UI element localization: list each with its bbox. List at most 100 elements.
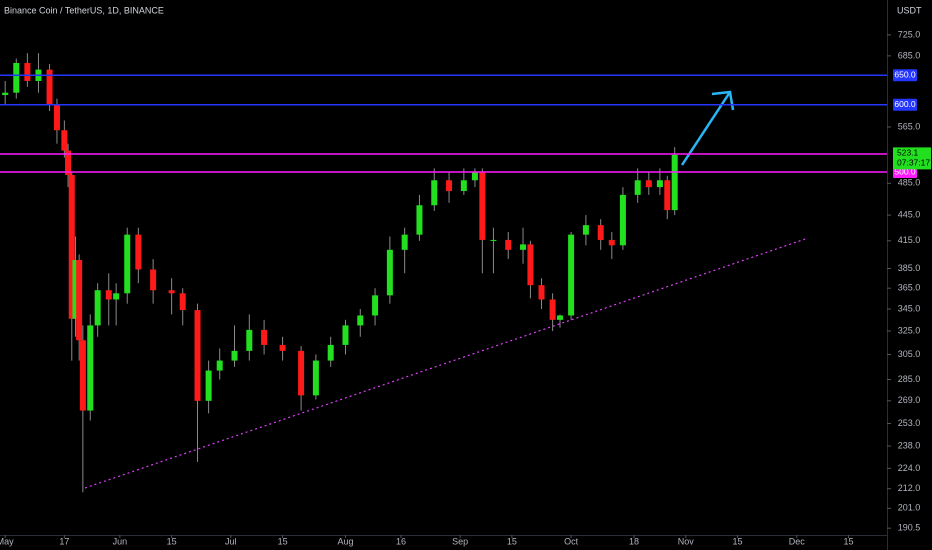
x-tick-label: Dec	[789, 536, 806, 546]
candle-body	[527, 244, 534, 286]
candle-body	[656, 180, 663, 188]
candle-body	[2, 92, 9, 96]
candle-body	[490, 239, 497, 241]
x-tick-label: 16	[396, 536, 406, 546]
candle-body	[634, 180, 641, 195]
candle-body	[386, 249, 393, 296]
candle-body	[608, 239, 615, 246]
x-tick-label: May	[0, 536, 14, 546]
candle-body	[582, 225, 589, 235]
y-tick-label: 345.0	[898, 303, 921, 313]
candle-body	[479, 172, 486, 240]
candle-body	[46, 69, 53, 105]
currency-label[interactable]: USDT	[897, 5, 922, 15]
y-tick-label: 365.0	[898, 283, 921, 293]
y-tick-label: 415.0	[898, 235, 921, 245]
candle-body	[549, 299, 556, 320]
candle-body	[231, 350, 238, 361]
candle-body	[72, 259, 79, 319]
candle-body	[645, 180, 652, 188]
candle-body	[557, 315, 564, 320]
y-tick-label: 725.0	[898, 29, 921, 39]
candle-body	[135, 234, 142, 270]
candle-body	[372, 295, 379, 316]
candle-body	[261, 329, 268, 345]
candle-body	[68, 175, 75, 319]
last-price-box	[893, 147, 931, 170]
symbol-title[interactable]: Binance Coin / TetherUS, 1D, BINANCE	[4, 5, 164, 15]
candle-body	[13, 62, 20, 93]
candle-body	[357, 315, 364, 326]
y-tick-label: 485.0	[898, 178, 921, 188]
y-tick-label: 190.5	[898, 523, 921, 533]
x-tick-label: Nov	[678, 536, 695, 546]
x-tick-label: 15	[733, 536, 743, 546]
y-tick-label: 201.0	[898, 503, 921, 513]
candle-body	[664, 180, 671, 211]
candle-body	[87, 325, 94, 411]
candle-body	[312, 360, 319, 396]
candle-body	[216, 360, 223, 371]
arrow-head	[711, 90, 735, 111]
candle-body	[124, 234, 131, 294]
candle-body	[53, 104, 60, 131]
candle-body	[150, 269, 157, 291]
candle-body	[65, 150, 72, 176]
candle-body	[597, 225, 604, 240]
x-tick-label: 15	[278, 536, 288, 546]
candle-body	[76, 259, 83, 341]
x-tick-label: Aug	[337, 536, 353, 546]
candle-body	[446, 180, 453, 191]
candle-body	[568, 234, 575, 316]
candle-body	[471, 172, 478, 181]
candle-body	[460, 180, 467, 191]
candle-body	[168, 290, 175, 294]
y-tick-label: 565.0	[898, 121, 921, 131]
y-tick-label: 269.0	[898, 395, 921, 405]
candle-body	[205, 370, 212, 401]
y-tick-label: 238.0	[898, 440, 921, 450]
candle-body	[431, 180, 438, 206]
candle-body	[79, 340, 86, 411]
y-tick-label: 285.0	[898, 374, 921, 384]
y-tick-label: 224.0	[898, 463, 921, 473]
x-tick-label: 15	[167, 536, 177, 546]
candle-body	[401, 234, 408, 250]
x-tick-label: Sep	[452, 536, 468, 546]
candle-body	[416, 205, 423, 235]
candle-body	[520, 244, 527, 250]
x-tick-label: Jul	[225, 536, 237, 546]
y-tick-label: 305.0	[898, 349, 921, 359]
countdown: 07:37:17	[897, 158, 930, 168]
candle-body	[246, 329, 253, 351]
candle-body	[179, 293, 186, 311]
level-label: 650.0	[894, 69, 916, 79]
y-tick-label: 325.0	[898, 325, 921, 335]
candle-body	[298, 350, 305, 396]
x-tick-label: Jun	[113, 536, 128, 546]
x-tick-label: 17	[59, 536, 69, 546]
y-tick-label: 385.0	[898, 263, 921, 273]
x-tick-label: Oct	[564, 536, 579, 546]
candle-body	[279, 344, 286, 351]
last-price: 523.1	[897, 148, 919, 158]
candle-body	[113, 293, 120, 300]
level-label: 600.0	[894, 99, 916, 109]
level-label: 500.0	[894, 166, 916, 176]
candle-body	[538, 285, 545, 300]
y-tick-label: 685.0	[898, 50, 921, 60]
candle-body	[619, 194, 626, 246]
candle-body	[194, 310, 201, 401]
level-label-box	[893, 98, 917, 111]
y-tick-label: 445.0	[898, 209, 921, 219]
x-tick-label: 18	[629, 536, 639, 546]
candle-body	[94, 290, 101, 326]
x-tick-label: 15	[844, 536, 854, 546]
candle-body	[105, 290, 112, 300]
y-tick-label: 253.0	[898, 418, 921, 428]
candle-body	[505, 239, 512, 250]
candle-body	[327, 344, 334, 361]
level-label-box	[893, 69, 917, 82]
